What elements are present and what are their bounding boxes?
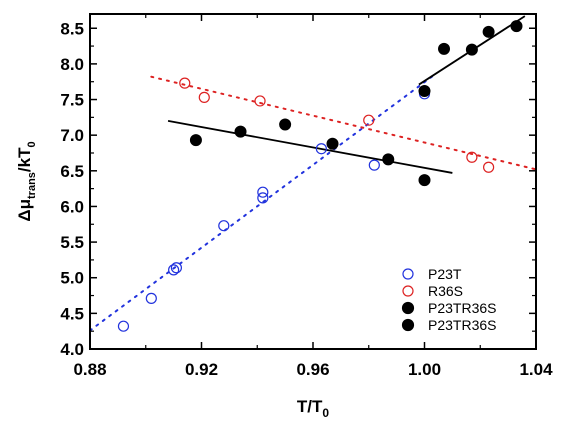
- y-axis-label: Δμtrans/kT0: [15, 141, 38, 221]
- data-point-p23tr36s-3: [482, 25, 495, 38]
- y-tick-label: 7.0: [60, 126, 84, 145]
- legend-marker: [402, 268, 414, 280]
- data-point-p23tr36s-2: [326, 137, 339, 150]
- data-point-p23t-0: [257, 192, 269, 204]
- y-tick-label: 6.0: [60, 197, 84, 216]
- data-point-p23tr36s-2: [418, 174, 431, 187]
- data-point-p23tr36s-3: [465, 43, 478, 56]
- legend-label: R36S: [428, 283, 463, 299]
- dotted-fit-line: [89, 72, 437, 332]
- legend-label: P23TR36S: [428, 300, 496, 316]
- y-tick-label: 8.5: [60, 19, 84, 38]
- data-point-p23t-0: [257, 186, 269, 198]
- y-tick-label: 7.5: [60, 91, 84, 110]
- data-point-p23tr36s-3: [510, 20, 523, 33]
- x-tick-label: 1.00: [408, 360, 441, 379]
- data-point-p23tr36s-2: [234, 125, 247, 138]
- y-tick-label: 5.5: [60, 233, 84, 252]
- data-point-r36s-1: [363, 114, 375, 126]
- x-tick-label: 0.88: [73, 360, 106, 379]
- legend-label: P23T: [428, 266, 462, 282]
- y-tick-label: 5.0: [60, 269, 84, 288]
- data-point-r36s-1: [466, 151, 478, 163]
- data-point-p23t-0: [145, 292, 157, 304]
- y-tick-label: 8.0: [60, 55, 84, 74]
- data-point-p23tr36s-2: [279, 118, 292, 131]
- legend-marker: [401, 301, 415, 315]
- data-point-r36s-1: [198, 91, 210, 103]
- data-point-p23t-0: [170, 262, 183, 274]
- data-point-r36s-1: [254, 95, 266, 107]
- x-tick-label: 1.04: [519, 360, 553, 379]
- data-point-p23t-0: [218, 220, 230, 232]
- y-tick-label: 4.5: [60, 304, 84, 323]
- x-tick-label: 0.92: [185, 360, 218, 379]
- x-axis-label: T/T0: [297, 397, 330, 420]
- y-tick-label: 6.5: [60, 162, 84, 181]
- data-point-p23t-0: [117, 320, 130, 332]
- legend-marker: [402, 285, 414, 297]
- legend-marker: [401, 318, 415, 332]
- data-point-p23tr36s-3: [438, 42, 451, 55]
- data-point-p23tr36s-2: [189, 134, 202, 147]
- data-point-p23t-0: [315, 143, 327, 155]
- data-point-r36s-1: [483, 161, 495, 173]
- legend-label: P23TR36S: [428, 317, 496, 333]
- dotted-fit-line: [150, 75, 537, 171]
- data-point-p23tr36s-2: [382, 153, 395, 166]
- fit-lines: [89, 15, 537, 332]
- x-tick-label: 0.96: [296, 360, 329, 379]
- data-point-p23t-0: [168, 264, 180, 276]
- data-markers: [117, 20, 523, 332]
- data-point-p23t-0: [368, 159, 380, 171]
- data-point-p23tr36s-3: [418, 84, 431, 97]
- axis-ticks: 0.88 0.92 0.96 1.00 1.04 4.0 4.5 5.0 5.5 6.0 6.5 7.…: [60, 14, 553, 379]
- y-tick-label: 4.0: [60, 340, 84, 359]
- data-point-r36s-1: [179, 77, 191, 89]
- solid-fit-line: [167, 120, 453, 174]
